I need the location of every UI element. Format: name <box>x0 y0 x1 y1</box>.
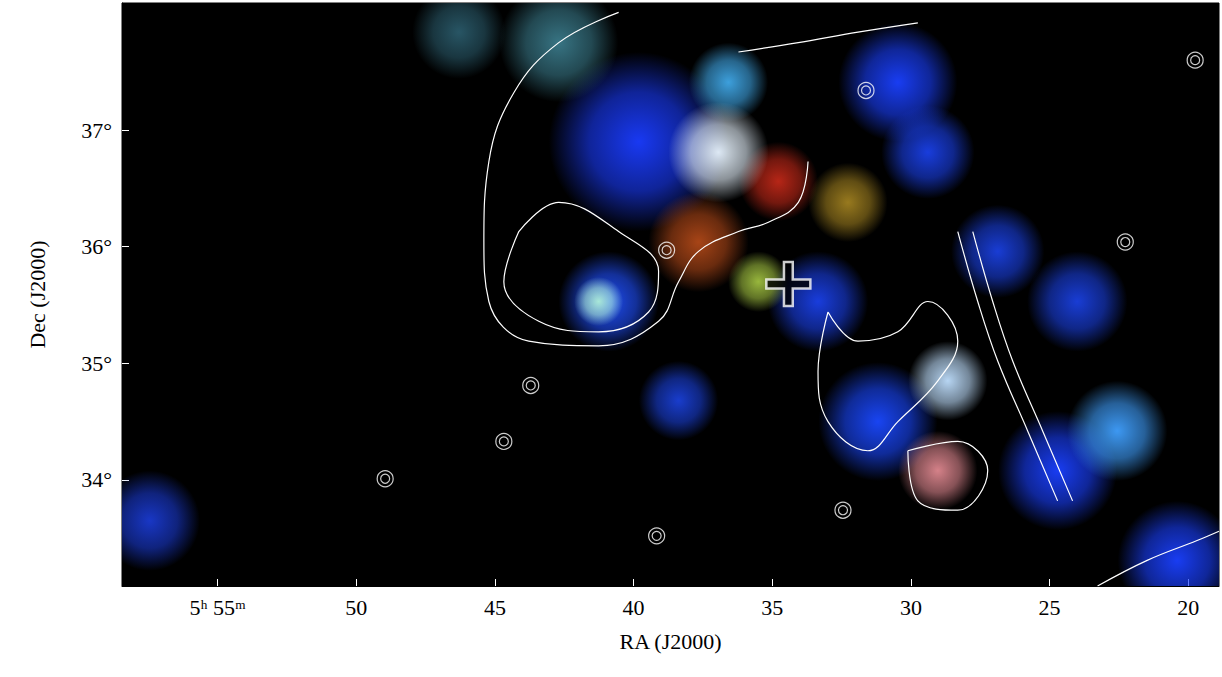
svg-text:50: 50 <box>345 595 367 620</box>
svg-text:RA (J2000): RA (J2000) <box>619 629 721 654</box>
svg-text:34°: 34° <box>81 467 112 492</box>
svg-text:37°: 37° <box>81 118 112 143</box>
svg-text:20: 20 <box>1177 595 1199 620</box>
svg-text:35°: 35° <box>81 351 112 376</box>
svg-text:25: 25 <box>1039 595 1061 620</box>
svg-text:Dec (J2000): Dec (J2000) <box>25 240 50 348</box>
svg-text:45: 45 <box>484 595 506 620</box>
svg-text:5ʰ 55ᵐ: 5ʰ 55ᵐ <box>190 595 247 620</box>
svg-text:36°: 36° <box>81 234 112 259</box>
svg-text:35: 35 <box>761 595 783 620</box>
svg-text:30: 30 <box>900 595 922 620</box>
svg-text:40: 40 <box>623 595 645 620</box>
